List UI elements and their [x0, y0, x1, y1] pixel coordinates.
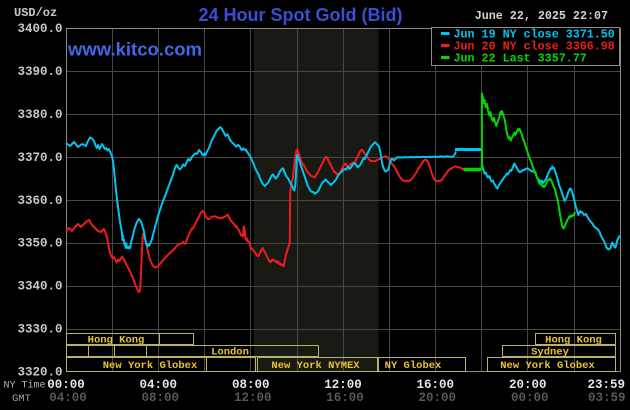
svg-text:24 Hour Spot Gold (Bid): 24 Hour Spot Gold (Bid): [199, 5, 403, 25]
svg-text:London: London: [211, 347, 249, 359]
svg-text:3390.0: 3390.0: [17, 65, 62, 79]
svg-text:Sydney: Sydney: [531, 347, 570, 359]
svg-text:NY Globex: NY Globex: [385, 360, 442, 372]
svg-text:New York NYMEX: New York NYMEX: [271, 360, 360, 372]
svg-text:20:00: 20:00: [419, 391, 457, 405]
svg-text:www.kitco.com: www.kitco.com: [67, 39, 202, 60]
svg-text:Jun 19 NY close 3371.50: Jun 19 NY close 3371.50: [454, 28, 615, 42]
svg-text:USD/oz: USD/oz: [14, 6, 57, 20]
svg-text:08:00: 08:00: [142, 391, 180, 405]
svg-text:Jun 22 Last 3357.77: Jun 22 Last 3357.77: [454, 52, 587, 66]
svg-text:3400.0: 3400.0: [17, 22, 62, 36]
svg-text:00:00: 00:00: [47, 378, 85, 392]
svg-text:03:59: 03:59: [588, 391, 626, 405]
svg-text:20:00: 20:00: [509, 378, 547, 392]
svg-text:23:59: 23:59: [587, 378, 625, 392]
svg-text:New York Globex: New York Globex: [500, 360, 595, 372]
svg-text:00:00: 00:00: [511, 391, 549, 405]
svg-text:3350.0: 3350.0: [17, 237, 62, 251]
svg-text:04:00: 04:00: [140, 378, 178, 392]
svg-text:3330.0: 3330.0: [17, 323, 62, 337]
svg-text:June 22, 2025 22:07: June 22, 2025 22:07: [475, 9, 608, 23]
svg-text:3340.0: 3340.0: [17, 280, 62, 294]
svg-text:12:00: 12:00: [234, 391, 272, 405]
svg-text:3380.0: 3380.0: [17, 108, 62, 122]
svg-text:GMT: GMT: [12, 393, 31, 405]
svg-text:New York Globex: New York Globex: [103, 360, 198, 372]
svg-text:Hong Kong: Hong Kong: [545, 335, 602, 347]
svg-text:12:00: 12:00: [324, 378, 362, 392]
svg-text:3360.0: 3360.0: [17, 194, 62, 208]
svg-text:04:00: 04:00: [49, 391, 87, 405]
svg-text:NY Time: NY Time: [4, 380, 46, 392]
svg-text:3370.0: 3370.0: [17, 151, 62, 165]
svg-text:Jun 20 NY close 3366.98: Jun 20 NY close 3366.98: [454, 40, 615, 54]
svg-text:Hong Kong: Hong Kong: [88, 335, 145, 347]
svg-text:3320.0: 3320.0: [17, 366, 62, 380]
svg-text:16:00: 16:00: [326, 391, 364, 405]
svg-text:08:00: 08:00: [232, 378, 270, 392]
svg-text:16:00: 16:00: [417, 378, 455, 392]
